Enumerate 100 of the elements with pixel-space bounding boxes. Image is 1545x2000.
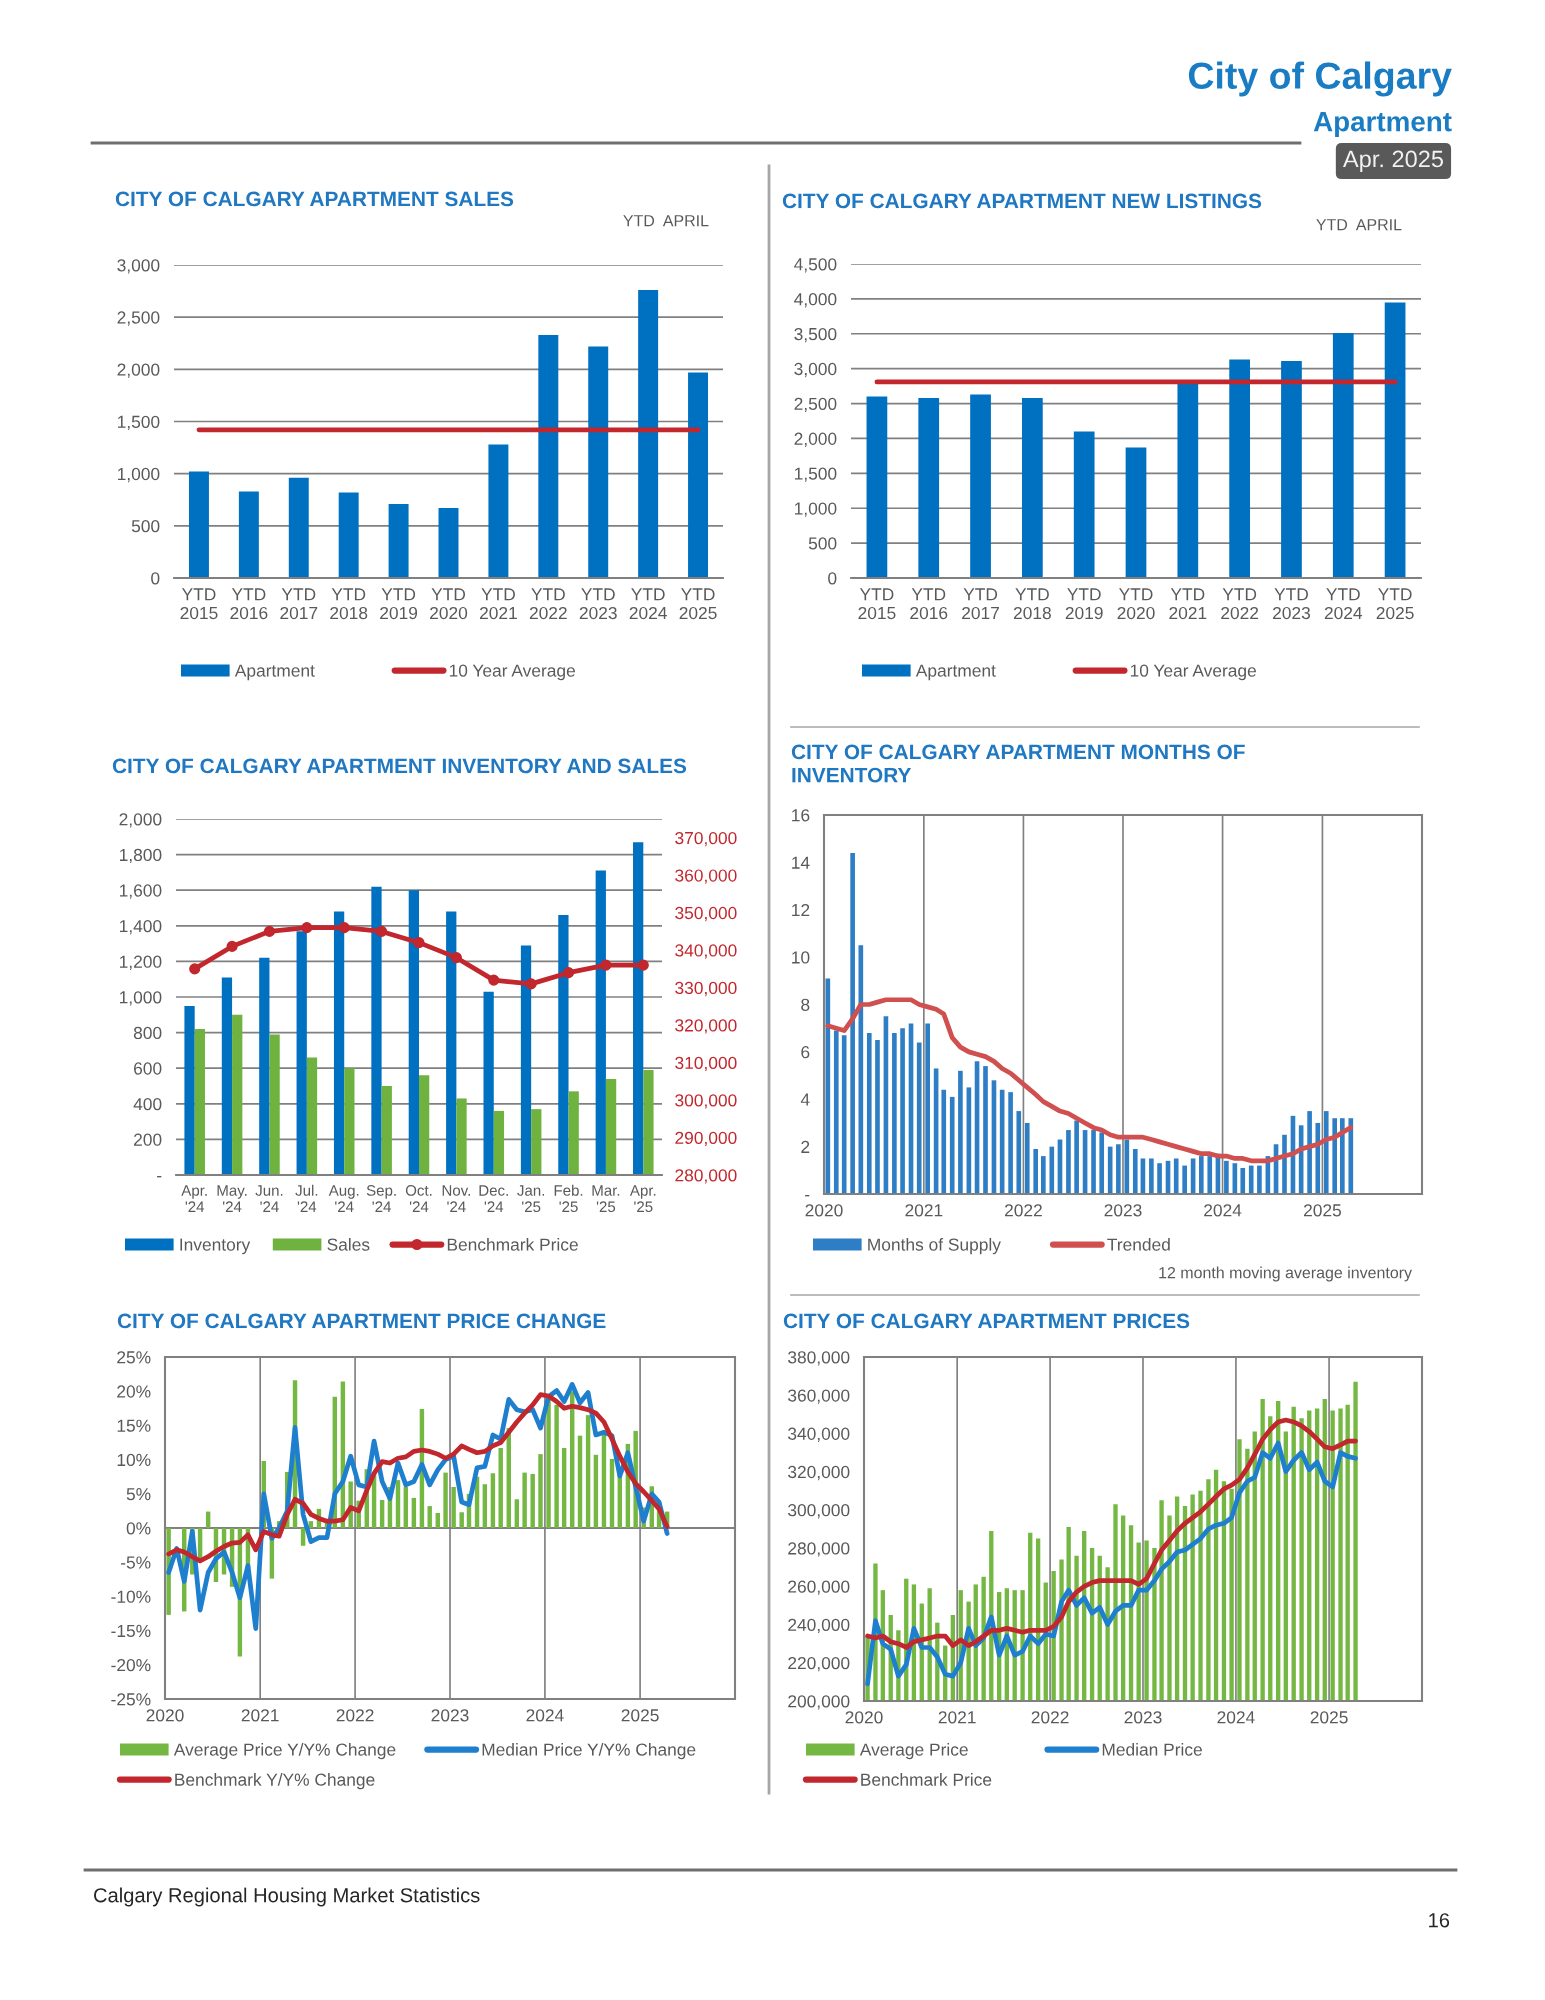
bar [1022, 397, 1043, 578]
x-tick-label: Mar. '25 [592, 1185, 620, 1213]
bar [408, 890, 419, 1175]
bar [1384, 302, 1406, 578]
bar [900, 1028, 905, 1194]
x-tick-label: YTD 2024 [629, 588, 667, 620]
bar [941, 1089, 947, 1194]
bar [451, 1486, 456, 1528]
legend-label: Benchmark Price [447, 1238, 578, 1251]
bar [438, 508, 459, 578]
x-tick-label: YTD 2022 [529, 588, 567, 620]
bar [498, 1447, 503, 1528]
bar [488, 444, 509, 578]
chart-title: CITY OF CALGARY APARTMENT MONTHS OF INVENTORY [791, 744, 1245, 783]
x-tick-label: Apr. '24 [181, 1185, 207, 1212]
bar [530, 1473, 535, 1528]
x-tick-label: May. '24 [217, 1185, 247, 1212]
bar [531, 1109, 542, 1175]
x-tick-label: YTD 2016 [910, 588, 948, 620]
y-tick-label: 6 [801, 1046, 810, 1059]
bar [970, 394, 991, 578]
legend-label: Benchmark Price [861, 1773, 992, 1786]
y-tick-label: -5% [121, 1556, 151, 1569]
bar [633, 842, 644, 1175]
x-tick-label: YTD 2019 [1065, 588, 1103, 620]
bar [1116, 1144, 1121, 1194]
y-tick-label: 220,000 [788, 1656, 850, 1672]
text: Apr. 2025 [1342, 150, 1444, 173]
y-tick-label: 3,500 [794, 327, 837, 343]
x-tick-label: 2021 [241, 1709, 279, 1722]
x-tick-label: Dec. '24 [479, 1185, 508, 1212]
x-tick-label: Jul. '24 [295, 1184, 318, 1212]
point [263, 925, 276, 937]
bar [1066, 1130, 1071, 1194]
y-tick-label: 200,000 [788, 1695, 850, 1710]
bar [1177, 383, 1199, 578]
bar [958, 1070, 963, 1194]
y2-tick-label: 360,000 [675, 869, 737, 884]
text: Apartment [1313, 112, 1452, 137]
bar [411, 1497, 417, 1528]
y-tick-label: 2,500 [117, 311, 160, 326]
text: YTD APRIL [1316, 219, 1402, 231]
bar [825, 978, 831, 1194]
y-tick-label: 5% [126, 1488, 151, 1501]
line-series [865, 1440, 1358, 1687]
bar [1281, 360, 1302, 578]
y-tick-label: - [157, 1176, 162, 1178]
y-tick-label: 8 [801, 998, 810, 1011]
bar [259, 957, 270, 1175]
y-tick-label: 0% [126, 1522, 151, 1535]
y-tick-label: 500 [131, 520, 160, 533]
x-tick-label: 2020 [146, 1709, 184, 1722]
y-tick-label: 10 [792, 951, 810, 964]
y-tick-label: 200 [134, 1133, 162, 1146]
bar [875, 1040, 880, 1194]
legend-label: 10 Year Average [449, 664, 575, 681]
text: 16 [1429, 1913, 1450, 1928]
text: Calgary Regional Housing Market Statistics [94, 1887, 480, 1907]
bar [459, 1512, 464, 1528]
bar [490, 1473, 496, 1528]
y-tick-label: 2,000 [119, 813, 162, 828]
x-tick-label: YTD 2023 [579, 588, 617, 620]
chart-title: CITY OF CALGARY APARTMENT PRICE CHANGE [117, 1313, 606, 1329]
y-tick-label: -15% [111, 1624, 151, 1638]
y-tick-label: 300,000 [788, 1504, 850, 1519]
bar [1332, 333, 1354, 578]
x-tick-label: YTD 2017 [962, 588, 999, 620]
bar [833, 1030, 839, 1194]
bar [232, 1014, 243, 1175]
x-tick-label: 2025 [621, 1709, 659, 1722]
line-series [166, 1392, 670, 1564]
text: YTD APRIL [623, 215, 709, 227]
x-tick-label: YTD 2024 [1324, 588, 1363, 620]
bar [558, 915, 569, 1175]
bar [1041, 1156, 1046, 1194]
x-tick-label: 2023 [431, 1709, 469, 1722]
bar [446, 911, 457, 1175]
bar [1332, 1118, 1338, 1194]
bar [483, 991, 494, 1175]
bar [1099, 1132, 1105, 1194]
y-tick-label: 1,200 [119, 955, 162, 970]
point [189, 963, 201, 975]
bar [585, 1415, 591, 1528]
x-tick-label: Nov. '24 [442, 1185, 470, 1212]
x-tick-label: 2024 [1204, 1204, 1242, 1217]
point [413, 937, 425, 949]
y-tick-label: 360,000 [788, 1389, 850, 1404]
y-tick-label: 25% [117, 1351, 151, 1364]
bar [238, 491, 259, 578]
y-tick-label: 1,400 [119, 919, 162, 935]
y2-tick-label: 300,000 [675, 1094, 737, 1109]
y-tick-label: 15% [117, 1419, 151, 1432]
legend-label: Benchmark Y/Y% Change [175, 1773, 375, 1790]
bar [288, 477, 309, 578]
point [600, 959, 612, 971]
bar [308, 1521, 314, 1528]
y2-tick-label: 320,000 [675, 1019, 737, 1034]
bar [554, 1404, 559, 1528]
y2-tick-label: 340,000 [675, 944, 737, 959]
bar [300, 1528, 306, 1546]
